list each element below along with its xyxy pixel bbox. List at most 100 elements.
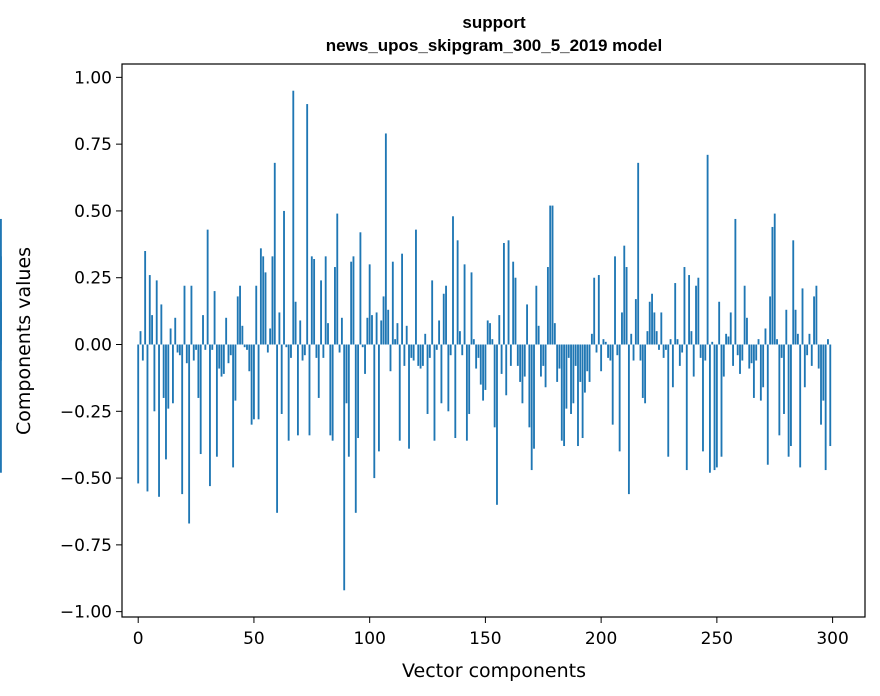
bar <box>403 344 406 366</box>
bar <box>176 344 179 353</box>
bar <box>806 344 809 356</box>
bar <box>676 339 679 345</box>
bar <box>609 344 612 361</box>
bar <box>234 344 237 401</box>
bar <box>398 344 401 441</box>
bar <box>354 344 357 513</box>
chart-title: support <box>462 13 526 32</box>
bar <box>699 344 702 358</box>
bar <box>308 344 311 436</box>
bar <box>820 344 822 425</box>
bar <box>790 344 792 447</box>
bar <box>556 344 559 382</box>
bar <box>350 261 353 345</box>
bar <box>637 162 640 345</box>
bar <box>755 344 758 361</box>
bar <box>222 344 225 374</box>
bar <box>477 344 480 358</box>
bar <box>655 331 658 345</box>
bar <box>732 344 734 366</box>
bar <box>408 344 410 449</box>
bar <box>213 291 216 345</box>
bar <box>329 344 332 436</box>
bar <box>306 104 309 345</box>
bar <box>387 309 390 345</box>
bar <box>440 344 443 404</box>
bar <box>799 344 802 468</box>
bar <box>651 293 653 345</box>
bar <box>378 344 380 452</box>
bar <box>500 344 503 374</box>
bar <box>211 344 214 350</box>
bar <box>808 333 811 345</box>
x-tick-label: 150 <box>469 629 501 649</box>
bar <box>542 344 545 366</box>
bar <box>681 344 684 353</box>
bar <box>255 285 258 345</box>
bar <box>158 344 160 497</box>
bar <box>549 205 552 345</box>
bar <box>162 344 165 398</box>
bar <box>660 312 663 345</box>
bar <box>146 344 149 492</box>
bar <box>280 344 283 414</box>
bar <box>528 344 531 428</box>
bar <box>343 344 346 591</box>
bar <box>225 317 228 345</box>
bar <box>641 344 644 398</box>
bar <box>776 339 778 345</box>
bar <box>762 344 765 388</box>
bar <box>632 344 635 361</box>
bar <box>801 288 804 345</box>
bar <box>627 344 630 495</box>
bar <box>431 280 434 345</box>
bar <box>748 344 751 369</box>
bar <box>817 344 820 369</box>
bar <box>736 344 739 356</box>
y-tick-label: −1.00 <box>60 603 112 623</box>
bar <box>602 339 605 345</box>
bar <box>829 344 832 447</box>
x-tick-label: 300 <box>816 629 848 649</box>
bar <box>236 296 239 345</box>
bar <box>352 256 355 345</box>
bar <box>426 344 429 414</box>
bar <box>454 344 457 439</box>
bar <box>405 325 408 345</box>
bar <box>139 331 142 345</box>
bar <box>667 344 670 457</box>
bar <box>250 344 253 425</box>
bar <box>523 344 526 377</box>
bar <box>294 301 297 345</box>
bar <box>287 344 290 441</box>
bar <box>259 248 262 345</box>
bar <box>317 344 320 398</box>
bar <box>303 344 306 356</box>
bar <box>757 339 760 345</box>
bar <box>766 344 769 465</box>
bar <box>320 280 322 345</box>
bar <box>195 344 197 350</box>
bar <box>415 229 417 345</box>
bar <box>588 344 591 382</box>
bar <box>435 344 438 350</box>
bar <box>465 344 468 441</box>
x-axis-label: Vector components <box>402 660 586 682</box>
y-tick-label: 0.00 <box>74 336 112 356</box>
bar <box>646 331 649 345</box>
bar <box>690 331 693 345</box>
bar <box>276 344 279 513</box>
bar <box>493 344 496 428</box>
bar <box>421 344 424 366</box>
bar <box>463 264 466 345</box>
bar <box>239 285 241 345</box>
bar <box>720 344 723 457</box>
bar <box>618 344 621 452</box>
y-axis-ticks: −1.00 −0.75 −0.50 −0.25 0.00 0.25 0.50 0.75 1.00 <box>60 68 122 623</box>
bar <box>484 344 487 390</box>
bar <box>470 272 473 345</box>
bar <box>192 344 195 361</box>
y-tick-label: 1.00 <box>74 68 112 88</box>
bar <box>262 256 265 345</box>
plot-frame <box>121 63 866 618</box>
